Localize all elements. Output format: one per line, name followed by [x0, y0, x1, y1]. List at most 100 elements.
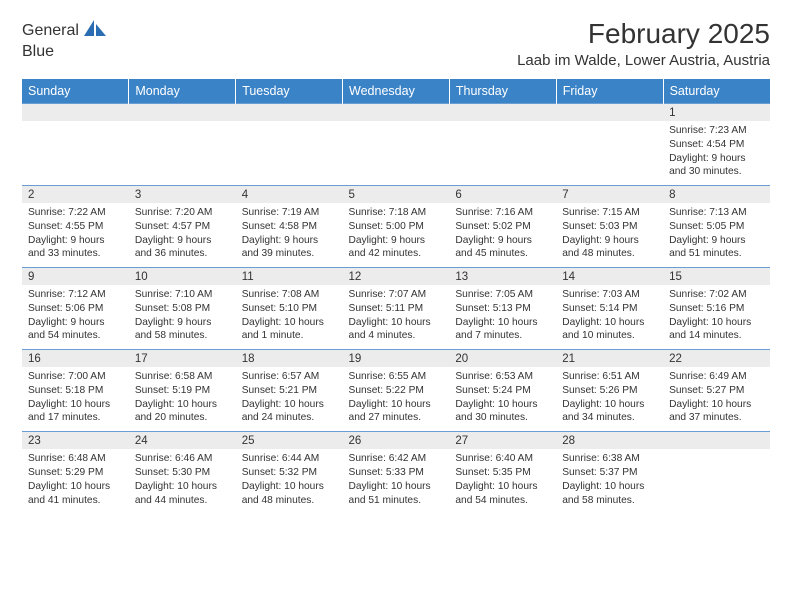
sunrise-text: Sunrise: 7:03 AM [562, 288, 657, 302]
sunset-text: Sunset: 5:35 PM [455, 466, 550, 480]
day-detail-cell: Sunrise: 6:46 AMSunset: 5:30 PMDaylight:… [129, 449, 236, 513]
day-number-cell [343, 104, 450, 122]
detail-row: Sunrise: 7:12 AMSunset: 5:06 PMDaylight:… [22, 285, 770, 350]
day-number-cell: 26 [343, 432, 450, 450]
day-number-cell: 11 [236, 268, 343, 286]
brand-text-general: General [22, 22, 79, 40]
sunset-text: Sunset: 5:32 PM [242, 466, 337, 480]
day-detail-cell [343, 121, 450, 186]
weekday-header: Thursday [449, 79, 556, 104]
weekday-header: Friday [556, 79, 663, 104]
sunset-text: Sunset: 5:27 PM [669, 384, 764, 398]
sunset-text: Sunset: 5:10 PM [242, 302, 337, 316]
sunset-text: Sunset: 5:26 PM [562, 384, 657, 398]
sunset-text: Sunset: 5:08 PM [135, 302, 230, 316]
day-detail-cell: Sunrise: 6:55 AMSunset: 5:22 PMDaylight:… [343, 367, 450, 432]
day-detail-cell [449, 121, 556, 186]
detail-row: Sunrise: 6:48 AMSunset: 5:29 PM Daylight:… [22, 449, 770, 513]
day-number-cell: 23 [22, 432, 129, 450]
day-detail-cell: Sunrise: 7:12 AMSunset: 5:06 PMDaylight:… [22, 285, 129, 350]
sunset-text: Sunset: 5:24 PM [455, 384, 550, 398]
day-number-cell: 7 [556, 186, 663, 204]
day-number-cell: 27 [449, 432, 556, 450]
day-detail-cell: Sunrise: 7:08 AMSunset: 5:10 PMDaylight:… [236, 285, 343, 350]
daylight-text: Daylight: 10 hours and 17 minutes. [28, 398, 123, 426]
day-number-cell: 28 [556, 432, 663, 450]
brand-logo: General Blue [22, 18, 108, 61]
sunset-text: Sunset: 5:29 PM [28, 466, 123, 480]
daynum-row: 2345678 [22, 186, 770, 204]
daynum-row: 232425262728 [22, 432, 770, 450]
day-number-cell: 17 [129, 350, 236, 368]
sunset-text: Sunset: 4:57 PM [135, 220, 230, 234]
sunrise-text: Sunrise: 7:23 AM [669, 124, 764, 138]
daylight-text: Daylight: 10 hours and 20 minutes. [135, 398, 230, 426]
daylight-text: Daylight: 10 hours and 24 minutes. [242, 398, 337, 426]
day-detail-cell: Sunrise: 7:02 AMSunset: 5:16 PMDaylight:… [663, 285, 770, 350]
sunset-text: Sunset: 5:06 PM [28, 302, 123, 316]
sunrise-text: Sunrise: 6:53 AM [455, 370, 550, 384]
day-number-cell: 19 [343, 350, 450, 368]
day-number-cell: 1 [663, 104, 770, 122]
day-detail-cell: Sunrise: 6:48 AMSunset: 5:29 PMDaylight:… [22, 449, 129, 513]
day-number-cell [129, 104, 236, 122]
daylight-text: Daylight: 10 hours and 48 minutes. [242, 480, 337, 508]
day-number-cell: 10 [129, 268, 236, 286]
weekday-header: Monday [129, 79, 236, 104]
day-detail-cell: Sunrise: 6:58 AMSunset: 5:19 PMDaylight:… [129, 367, 236, 432]
daylight-text: Daylight: 10 hours and 14 minutes. [669, 316, 764, 344]
brand-text-blue: Blue [22, 43, 108, 61]
day-number-cell [663, 432, 770, 450]
sunrise-text: Sunrise: 7:16 AM [455, 206, 550, 220]
daylight-text: Daylight: 9 hours and 45 minutes. [455, 234, 550, 262]
day-detail-cell [663, 449, 770, 513]
calendar-header-row: Sunday Monday Tuesday Wednesday Thursday… [22, 79, 770, 104]
sunset-text: Sunset: 5:22 PM [349, 384, 444, 398]
sunset-text: Sunset: 5:16 PM [669, 302, 764, 316]
month-title: February 2025 [517, 18, 770, 50]
day-number-cell: 5 [343, 186, 450, 204]
daynum-row: 9101112131415 [22, 268, 770, 286]
sunset-text: Sunset: 5:00 PM [349, 220, 444, 234]
sunset-text: Sunset: 5:18 PM [28, 384, 123, 398]
sunset-text: Sunset: 5:02 PM [455, 220, 550, 234]
day-number-cell: 3 [129, 186, 236, 204]
location-text: Laab im Walde, Lower Austria, Austria [517, 52, 770, 69]
day-number-cell [236, 104, 343, 122]
sunset-text: Sunset: 4:54 PM [669, 138, 764, 152]
sunrise-text: Sunrise: 6:38 AM [562, 452, 657, 466]
day-detail-cell: Sunrise: 7:15 AMSunset: 5:03 PMDaylight:… [556, 203, 663, 268]
day-number-cell [22, 104, 129, 122]
weekday-header: Sunday [22, 79, 129, 104]
day-detail-cell: Sunrise: 6:42 AMSunset: 5:33 PMDaylight:… [343, 449, 450, 513]
sunrise-text: Sunrise: 7:08 AM [242, 288, 337, 302]
day-number-cell [556, 104, 663, 122]
sunset-text: Sunset: 4:58 PM [242, 220, 337, 234]
sunset-text: Sunset: 5:37 PM [562, 466, 657, 480]
daylight-text: Daylight: 10 hours and 44 minutes. [135, 480, 230, 508]
daylight-text: Daylight: 9 hours and 48 minutes. [562, 234, 657, 262]
sunset-text: Sunset: 5:14 PM [562, 302, 657, 316]
sunset-text: Sunset: 5:03 PM [562, 220, 657, 234]
daylight-text: Daylight: 10 hours and 30 minutes. [455, 398, 550, 426]
daylight-text: Daylight: 10 hours and 34 minutes. [562, 398, 657, 426]
sunrise-text: Sunrise: 6:49 AM [669, 370, 764, 384]
sunset-text: Sunset: 5:13 PM [455, 302, 550, 316]
daylight-text: Daylight: 9 hours and 33 minutes. [28, 234, 123, 262]
day-detail-cell: Sunrise: 6:49 AMSunset: 5:27 PMDaylight:… [663, 367, 770, 432]
sunrise-text: Sunrise: 6:48 AM [28, 452, 123, 466]
sunrise-text: Sunrise: 7:00 AM [28, 370, 123, 384]
day-detail-cell: Sunrise: 7:13 AMSunset: 5:05 PMDaylight:… [663, 203, 770, 268]
sunset-text: Sunset: 5:30 PM [135, 466, 230, 480]
daylight-text: Daylight: 9 hours and 42 minutes. [349, 234, 444, 262]
sunset-text: Sunset: 5:19 PM [135, 384, 230, 398]
sunrise-text: Sunrise: 7:05 AM [455, 288, 550, 302]
day-number-cell: 25 [236, 432, 343, 450]
day-detail-cell: Sunrise: 7:00 AMSunset: 5:18 PMDaylight:… [22, 367, 129, 432]
sunrise-text: Sunrise: 7:15 AM [562, 206, 657, 220]
sunrise-text: Sunrise: 6:42 AM [349, 452, 444, 466]
sunset-text: Sunset: 5:21 PM [242, 384, 337, 398]
day-detail-cell [556, 121, 663, 186]
day-number-cell: 15 [663, 268, 770, 286]
sunrise-text: Sunrise: 7:07 AM [349, 288, 444, 302]
